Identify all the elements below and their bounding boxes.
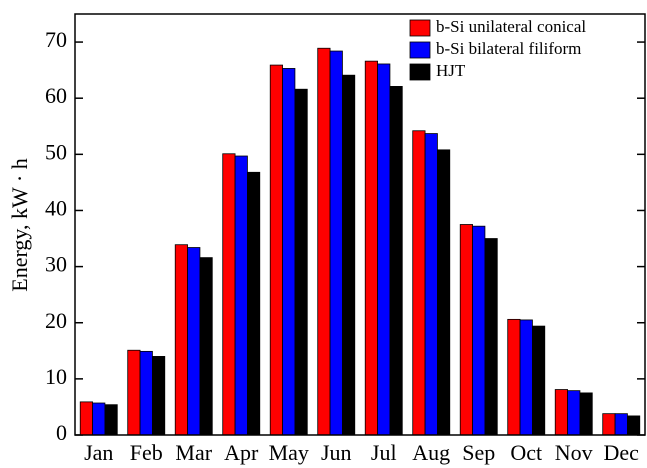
bar bbox=[174, 244, 188, 436]
bar bbox=[567, 390, 581, 436]
x-tick-label: Aug bbox=[412, 440, 450, 465]
bar bbox=[329, 50, 343, 436]
y-tick-label: 20 bbox=[45, 308, 67, 333]
legend-label: HJT bbox=[436, 61, 466, 80]
bar bbox=[317, 47, 331, 436]
y-tick-label: 50 bbox=[45, 139, 67, 164]
bar bbox=[389, 86, 403, 436]
x-tick-label: Feb bbox=[130, 440, 163, 465]
bar bbox=[127, 349, 141, 436]
y-tick-label: 10 bbox=[45, 364, 67, 389]
bar bbox=[579, 392, 593, 436]
bar bbox=[437, 149, 451, 436]
x-tick-label: Oct bbox=[510, 440, 542, 465]
bar bbox=[627, 415, 641, 436]
x-tick-label: Jan bbox=[84, 440, 113, 465]
bar bbox=[424, 133, 438, 436]
bar bbox=[554, 389, 568, 436]
y-tick-label: 0 bbox=[56, 420, 67, 445]
x-tick-label: Dec bbox=[604, 440, 640, 465]
y-tick-label: 30 bbox=[45, 252, 67, 277]
bar bbox=[472, 225, 486, 436]
plot-frame bbox=[74, 13, 646, 436]
bar bbox=[152, 356, 166, 436]
bar bbox=[79, 401, 93, 436]
bar bbox=[459, 224, 473, 436]
bar bbox=[614, 413, 628, 436]
bar bbox=[519, 319, 533, 436]
bar bbox=[294, 88, 308, 436]
x-tick-label: Jul bbox=[371, 440, 397, 465]
bar bbox=[92, 402, 106, 436]
bar bbox=[282, 68, 296, 436]
legend-label: b-Si bilateral filiform bbox=[436, 39, 581, 58]
bar bbox=[104, 404, 118, 436]
y-tick-label: 70 bbox=[45, 27, 67, 52]
y-tick-label: 60 bbox=[45, 83, 67, 108]
legend-swatch bbox=[409, 41, 431, 59]
x-tick-label: Nov bbox=[555, 440, 593, 465]
bar bbox=[247, 171, 261, 436]
legend-swatch bbox=[409, 63, 431, 81]
y-tick-label: 40 bbox=[45, 196, 67, 221]
x-tick-label: Apr bbox=[224, 440, 259, 465]
bar bbox=[377, 63, 391, 436]
x-tick-label: May bbox=[269, 440, 309, 465]
bar bbox=[342, 74, 356, 436]
bar bbox=[139, 350, 153, 436]
bar bbox=[199, 257, 213, 436]
x-tick-label: Mar bbox=[175, 440, 212, 465]
bar bbox=[602, 413, 616, 436]
bar bbox=[187, 247, 201, 436]
bar bbox=[364, 60, 378, 436]
bar bbox=[484, 238, 498, 436]
bar bbox=[507, 318, 521, 436]
legend-swatch bbox=[409, 19, 431, 37]
bar bbox=[234, 155, 248, 436]
bar bbox=[222, 153, 236, 436]
y-axis-label: Energy, kW · h bbox=[7, 158, 32, 291]
bar bbox=[269, 64, 283, 436]
bar bbox=[532, 325, 546, 436]
x-tick-label: Jun bbox=[321, 440, 352, 465]
x-tick-label: Sep bbox=[462, 440, 495, 465]
legend-label: b-Si unilateral conical bbox=[436, 17, 586, 36]
bar bbox=[412, 130, 426, 436]
